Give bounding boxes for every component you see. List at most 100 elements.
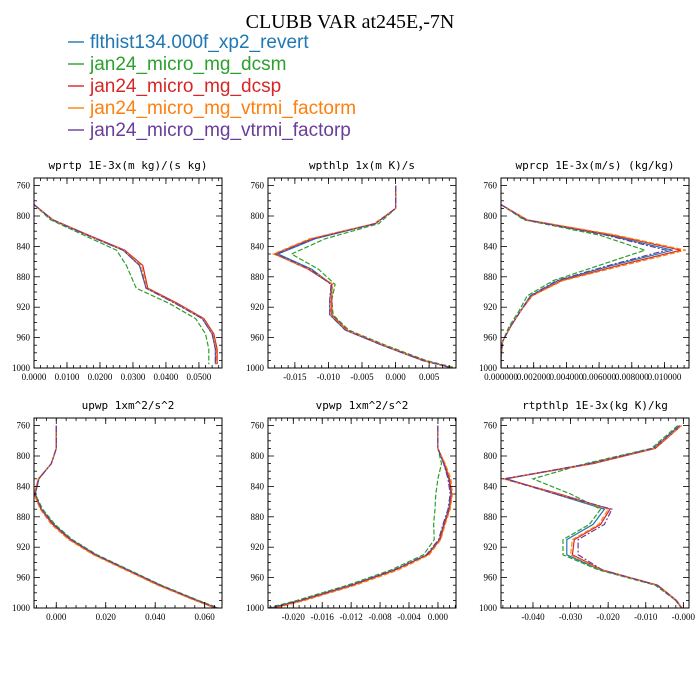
x-tick-label: 0.004000 xyxy=(550,372,584,382)
panel-6: rtpthlp 1E-3x(kg K)/kg 760 800 840 880 920 960… xyxy=(479,399,695,622)
legend: flthist134.000f_xp2_revertjan24_micro_mg… xyxy=(68,32,356,141)
panel-2: wpthlp 1x(m K)/s 760 800 840 880 920 960 1000 -0… xyxy=(246,159,457,382)
y-tick-label: 880 xyxy=(17,272,31,282)
series-line-1 xyxy=(34,204,216,365)
x-tick-label: -0.020 xyxy=(597,612,621,622)
y-tick-label: 840 xyxy=(484,481,498,491)
y-tick-label: 760 xyxy=(251,421,265,431)
panel-1: wprtp 1E-3x(m kg)/(s kg) 760 800 840 880 920 9… xyxy=(12,159,223,382)
y-tick-label: 880 xyxy=(17,512,31,522)
x-tick-label: -0.020 xyxy=(282,612,306,622)
series-line-4 xyxy=(501,204,686,368)
y-tick-label: 960 xyxy=(17,573,31,583)
y-tick-label: 880 xyxy=(484,272,498,282)
series-line-1 xyxy=(34,425,218,608)
y-tick-label: 760 xyxy=(17,421,31,431)
series-line-3 xyxy=(501,204,681,368)
y-tick-label: 760 xyxy=(17,181,31,191)
y-tick-label: 880 xyxy=(251,272,265,282)
x-tick-label: 0.0400 xyxy=(154,372,179,382)
y-tick-label: 920 xyxy=(17,542,31,552)
y-tick-label: 800 xyxy=(17,211,31,221)
series-line-2 xyxy=(290,185,456,368)
plot-frame xyxy=(33,417,223,609)
x-tick-label: -0.010 xyxy=(634,612,658,622)
series-line-2 xyxy=(34,425,219,608)
x-tick-label: 0.000 xyxy=(428,612,449,622)
x-tick-label: -0.008 xyxy=(368,612,392,622)
y-tick-label: 1000 xyxy=(246,603,265,613)
series-line-5 xyxy=(34,204,216,365)
plot-frame xyxy=(500,177,690,369)
series-line-4 xyxy=(34,425,215,608)
y-tick-label: 960 xyxy=(251,573,265,583)
y-tick-label: 920 xyxy=(17,302,31,312)
panel-5: vpwp 1xm^2/s^2 760 800 840 880 920 960 1000 -0.0… xyxy=(246,399,457,622)
series-line-5 xyxy=(34,425,218,608)
y-tick-label: 800 xyxy=(251,451,265,461)
y-tick-label: 920 xyxy=(484,542,498,552)
legend-label: jan24_micro_mg_vtrmi_factorp xyxy=(89,120,351,141)
x-tick-label: 0.040 xyxy=(145,612,166,622)
series-line-5 xyxy=(504,425,682,608)
x-tick-label: -0.016 xyxy=(311,612,335,622)
y-tick-label: 1000 xyxy=(12,603,31,613)
y-tick-label: 840 xyxy=(251,241,265,251)
y-tick-label: 920 xyxy=(251,542,265,552)
x-tick-label: -0.030 xyxy=(559,612,583,622)
y-tick-label: 960 xyxy=(251,333,265,343)
y-tick-label: 920 xyxy=(251,302,265,312)
x-tick-label: -0.040 xyxy=(521,612,545,622)
series-line-2 xyxy=(34,204,210,365)
x-tick-label: -0.000 xyxy=(672,612,696,622)
series-line-2 xyxy=(531,425,682,608)
x-tick-label: 0.0000 xyxy=(22,372,47,382)
x-tick-label: 0.060 xyxy=(195,612,216,622)
y-tick-label: 920 xyxy=(484,302,498,312)
x-tick-label: 0.000 xyxy=(46,612,67,622)
plot-frame xyxy=(267,417,457,609)
y-tick-label: 960 xyxy=(17,333,31,343)
y-tick-label: 840 xyxy=(17,481,31,491)
legend-label: jan24_micro_mg_dcsp xyxy=(89,76,281,97)
y-tick-label: 1000 xyxy=(479,363,498,373)
x-tick-label: 0.0200 xyxy=(88,372,113,382)
y-tick-label: 760 xyxy=(251,181,265,191)
figure-title: CLUBB VAR at245E,-7N xyxy=(246,11,455,33)
y-tick-label: 760 xyxy=(484,181,498,191)
x-tick-label: 0.008000 xyxy=(615,372,649,382)
x-tick-label: -0.015 xyxy=(283,372,307,382)
panel-3: wprcp 1E-3x(m/s) (kg/kg) 760 800 840 880 920 9… xyxy=(479,159,690,382)
panel-title: wprtp 1E-3x(m kg)/(s kg) xyxy=(49,159,208,172)
y-tick-label: 960 xyxy=(484,333,498,343)
y-tick-label: 960 xyxy=(484,573,498,583)
x-tick-label: 0.010000 xyxy=(648,372,682,382)
y-tick-label: 1000 xyxy=(479,603,498,613)
series-line-1 xyxy=(501,204,673,368)
series-line-4 xyxy=(271,185,453,368)
y-tick-label: 840 xyxy=(484,241,498,251)
series-line-3 xyxy=(273,185,453,368)
x-tick-label: 0.0500 xyxy=(187,372,212,382)
x-tick-label: 0.002000 xyxy=(517,372,551,382)
plot-frame xyxy=(267,177,457,369)
panel-title: rtpthlp 1E-3x(kg K)/kg xyxy=(522,399,668,412)
series-line-3 xyxy=(504,425,683,608)
y-tick-label: 800 xyxy=(484,451,498,461)
series-line-3 xyxy=(34,204,218,365)
x-tick-label: 0.000000 xyxy=(484,372,518,382)
y-tick-label: 880 xyxy=(251,512,265,522)
series-line-5 xyxy=(501,204,669,368)
y-tick-label: 880 xyxy=(484,512,498,522)
series-line-5 xyxy=(270,425,451,608)
series-line-4 xyxy=(34,204,217,365)
y-tick-label: 840 xyxy=(251,481,265,491)
x-tick-label: 0.005 xyxy=(419,372,440,382)
plot-frame xyxy=(33,177,223,369)
legend-label: jan24_micro_mg_dcsm xyxy=(89,54,286,75)
x-tick-label: 0.0100 xyxy=(55,372,80,382)
y-tick-label: 1000 xyxy=(246,363,265,373)
panel-title: wprcp 1E-3x(m/s) (kg/kg) xyxy=(516,159,675,172)
plot-frame xyxy=(500,417,690,609)
